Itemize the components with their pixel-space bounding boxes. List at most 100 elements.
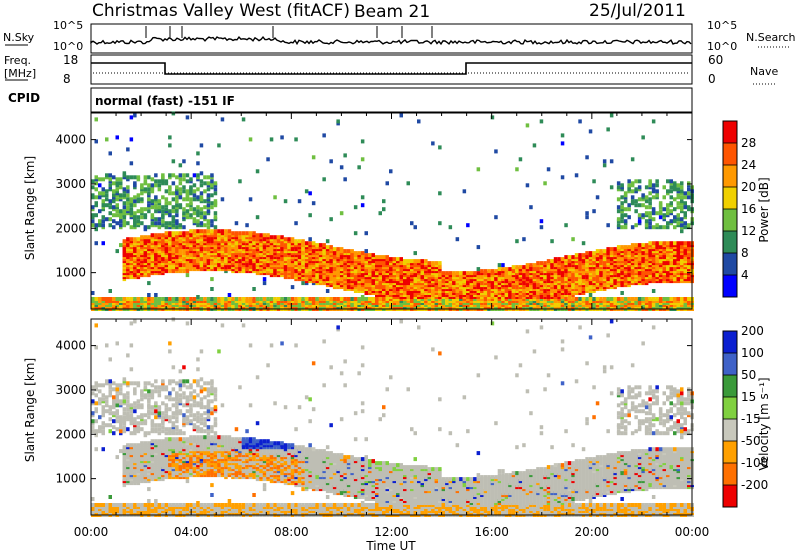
power-cell bbox=[641, 193, 645, 198]
power-cell bbox=[192, 207, 197, 212]
power-cell bbox=[164, 179, 169, 184]
power-cell bbox=[227, 229, 232, 234]
power-cell bbox=[94, 175, 98, 180]
power-cell bbox=[637, 243, 642, 248]
power-cell bbox=[290, 285, 295, 290]
power-cell bbox=[185, 203, 190, 208]
power-cell bbox=[108, 151, 112, 156]
power-cell bbox=[154, 233, 158, 238]
power-cell bbox=[182, 189, 186, 194]
power-cell bbox=[539, 225, 544, 230]
power-cell bbox=[175, 203, 179, 208]
power-cell bbox=[112, 175, 116, 180]
power-cell bbox=[417, 259, 421, 264]
power-cell bbox=[276, 297, 281, 301]
power-cell bbox=[666, 203, 670, 208]
power-cell bbox=[368, 253, 372, 258]
power-cell bbox=[515, 239, 519, 244]
power-cell bbox=[154, 221, 158, 226]
power-cell bbox=[91, 223, 95, 228]
power-cell bbox=[630, 243, 635, 248]
power-cell bbox=[343, 249, 347, 254]
power-cell bbox=[171, 191, 176, 196]
power-cell bbox=[448, 225, 453, 230]
power-cell bbox=[311, 201, 316, 206]
power-cell bbox=[122, 239, 127, 244]
power-cell bbox=[196, 209, 200, 214]
power-cell bbox=[627, 207, 631, 212]
power-cell bbox=[276, 235, 281, 240]
power-cell bbox=[154, 183, 158, 188]
power-cell bbox=[136, 197, 141, 202]
power-cell bbox=[119, 297, 123, 301]
power-cell bbox=[536, 261, 540, 266]
power-cell bbox=[154, 217, 158, 222]
power-cell bbox=[161, 209, 165, 214]
power-cell bbox=[609, 185, 614, 190]
power-cell bbox=[655, 179, 659, 184]
power-cell bbox=[644, 219, 649, 224]
power-cell bbox=[255, 297, 260, 301]
power-cell bbox=[630, 157, 635, 162]
power-cell bbox=[385, 297, 389, 301]
power-cell bbox=[94, 187, 98, 192]
power-cell bbox=[511, 265, 516, 270]
power-cell bbox=[634, 187, 638, 192]
power-cell bbox=[126, 221, 130, 226]
power-cell bbox=[683, 225, 687, 230]
power-cell bbox=[360, 203, 365, 208]
power-cell bbox=[339, 211, 344, 216]
power-cell bbox=[680, 185, 684, 190]
power-cell bbox=[616, 223, 621, 228]
power-cell bbox=[539, 219, 544, 224]
power-cell bbox=[308, 297, 312, 301]
power-cell bbox=[588, 129, 593, 134]
power-cell bbox=[644, 199, 649, 204]
power-cell bbox=[343, 297, 347, 301]
power-cell bbox=[673, 207, 677, 212]
power-cell bbox=[101, 297, 105, 301]
power-cell bbox=[616, 209, 621, 214]
power-cell bbox=[494, 149, 498, 154]
power-cell bbox=[623, 245, 628, 250]
power-cell bbox=[609, 297, 614, 301]
power-cell bbox=[683, 195, 687, 200]
power-cell bbox=[94, 241, 98, 246]
power-cell bbox=[620, 201, 624, 206]
power-cell bbox=[175, 225, 179, 230]
power-cell bbox=[494, 269, 498, 274]
power-cell bbox=[627, 245, 631, 250]
power-cell bbox=[609, 247, 614, 252]
power-cell bbox=[259, 233, 263, 238]
power-cell bbox=[105, 137, 109, 142]
power-cell bbox=[620, 219, 624, 224]
power-cell bbox=[168, 173, 172, 178]
power-cell bbox=[262, 233, 267, 238]
power-cell bbox=[637, 203, 642, 208]
power-cell bbox=[308, 213, 312, 218]
power-cell bbox=[683, 241, 687, 246]
power-cell bbox=[304, 241, 309, 246]
power-cell bbox=[476, 245, 481, 250]
power-cell bbox=[259, 297, 263, 301]
power-cell bbox=[318, 243, 323, 248]
power-cell bbox=[210, 287, 214, 291]
power-cell bbox=[669, 179, 673, 184]
power-cell bbox=[126, 297, 130, 301]
power-cell bbox=[666, 179, 670, 184]
power-cell bbox=[154, 179, 158, 184]
power-cell bbox=[129, 197, 134, 202]
power-cell bbox=[662, 241, 666, 246]
power-cell bbox=[269, 235, 274, 240]
power-cell bbox=[641, 243, 645, 248]
power-cell bbox=[182, 207, 186, 212]
power-cell bbox=[553, 257, 558, 262]
power-cell bbox=[483, 269, 488, 274]
power-cell bbox=[441, 271, 446, 276]
power-cell bbox=[687, 297, 691, 301]
power-cell bbox=[108, 173, 112, 178]
power-cell bbox=[150, 205, 155, 210]
power-cell bbox=[641, 135, 645, 140]
power-cell bbox=[676, 217, 680, 222]
power-cell bbox=[585, 251, 589, 256]
